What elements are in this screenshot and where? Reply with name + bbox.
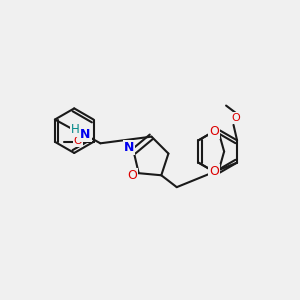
Text: O: O xyxy=(209,165,219,178)
Text: O: O xyxy=(232,113,240,123)
Text: H: H xyxy=(71,123,80,136)
Text: N: N xyxy=(80,128,91,142)
Text: O: O xyxy=(209,125,219,138)
Text: O: O xyxy=(127,169,137,182)
Text: N: N xyxy=(124,141,134,154)
Text: O: O xyxy=(74,136,82,146)
